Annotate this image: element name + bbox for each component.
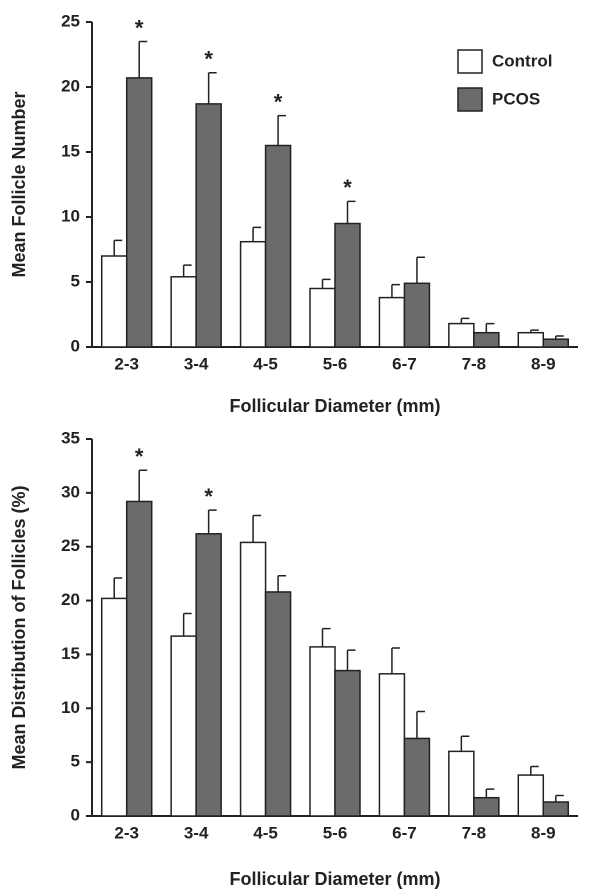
- bar: [517, 774, 545, 817]
- bar: [125, 500, 153, 817]
- error-bar: [252, 226, 262, 242]
- bar: [378, 296, 406, 348]
- error-bar: [555, 794, 564, 802]
- bar: [264, 591, 292, 817]
- x-tick-label: 6-7: [392, 354, 417, 373]
- bar: [170, 276, 197, 348]
- error-bar: [277, 114, 287, 146]
- bar: [125, 77, 153, 348]
- x-tick-label: 5-6: [323, 823, 348, 842]
- bar: [334, 669, 361, 817]
- y-tick-label: 35: [61, 428, 80, 447]
- x-tick-label: 8-9: [531, 354, 556, 373]
- bar: [170, 635, 197, 817]
- x-axis-label: Follicular Diameter (mm): [229, 396, 440, 416]
- error-bar: [182, 612, 192, 637]
- bar: [378, 673, 406, 817]
- error-bar: [138, 40, 148, 78]
- x-tick-label: 7-8: [462, 354, 487, 373]
- x-tick-label: 2-3: [114, 354, 139, 373]
- x-tick-label: 5-6: [323, 354, 348, 373]
- error-bar: [485, 322, 495, 333]
- bar: [334, 222, 361, 348]
- y-tick-label: 5: [71, 752, 80, 771]
- error-bar: [346, 649, 356, 671]
- x-tick-label: 4-5: [253, 354, 278, 373]
- bar: [542, 801, 570, 817]
- significance-label: *: [204, 47, 213, 72]
- y-axis-label: Mean Distribution of Follicles (%): [9, 485, 29, 769]
- significance-label: *: [204, 484, 213, 509]
- error-bar: [138, 469, 148, 502]
- significance-label: *: [343, 175, 352, 200]
- y-tick-label: 25: [61, 536, 80, 555]
- error-bar: [460, 317, 470, 324]
- x-tick-label: 4-5: [253, 823, 278, 842]
- y-tick-label: 30: [61, 482, 80, 501]
- error-bar: [113, 577, 123, 599]
- significance-label: *: [274, 89, 283, 114]
- error-bar: [485, 788, 495, 798]
- bar: [403, 737, 431, 817]
- error-bar: [530, 765, 539, 776]
- x-tick-label: 2-3: [114, 823, 139, 842]
- error-bar: [321, 627, 331, 647]
- error-bar: [207, 71, 217, 104]
- error-bar: [252, 514, 262, 543]
- bar: [473, 796, 500, 817]
- error-bar: [460, 735, 470, 752]
- x-tick-label: 3-4: [184, 823, 209, 842]
- significance-label: *: [135, 15, 144, 40]
- bar: [100, 255, 128, 348]
- error-bar: [391, 647, 400, 674]
- significance-label: *: [135, 444, 144, 469]
- y-tick-label: 10: [61, 206, 80, 225]
- error-bar: [277, 575, 287, 592]
- bar: [542, 338, 570, 348]
- y-tick-label: 5: [71, 271, 80, 290]
- error-bar: [113, 239, 123, 256]
- y-tick-label: 10: [61, 698, 80, 717]
- y-tick-label: 20: [61, 590, 80, 609]
- error-bar: [416, 710, 425, 739]
- bar: [448, 322, 475, 348]
- bar: [473, 331, 500, 348]
- x-axis-label: Follicular Diameter (mm): [229, 869, 440, 889]
- bar: [195, 103, 222, 348]
- legend-label: Control: [492, 51, 552, 70]
- bar: [403, 282, 431, 348]
- bar: [239, 541, 267, 817]
- y-axis-label: Mean Follicle Number: [9, 91, 29, 277]
- error-bar: [391, 283, 400, 298]
- legend-swatch: [457, 87, 483, 112]
- x-tick-label: 6-7: [392, 823, 417, 842]
- error-bar: [530, 329, 539, 333]
- error-bar: [182, 264, 192, 277]
- y-tick-label: 20: [61, 76, 80, 95]
- y-tick-label: 0: [71, 805, 80, 824]
- y-tick-label: 15: [61, 141, 80, 160]
- x-tick-label: 7-8: [462, 823, 487, 842]
- y-tick-label: 25: [61, 11, 80, 30]
- bar: [195, 533, 222, 817]
- bar: [448, 750, 475, 817]
- legend-swatch: [457, 49, 483, 74]
- bar: [309, 646, 336, 817]
- y-tick-label: 0: [71, 336, 80, 355]
- x-tick-label: 3-4: [184, 354, 209, 373]
- error-bar: [346, 200, 356, 224]
- legend-label: PCOS: [492, 89, 540, 108]
- bar: [517, 331, 545, 348]
- error-bar: [555, 335, 564, 340]
- bar: [264, 144, 292, 348]
- error-bar: [207, 509, 217, 534]
- bar: [239, 240, 267, 348]
- error-bar: [321, 278, 331, 289]
- y-tick-label: 15: [61, 644, 80, 663]
- x-tick-label: 8-9: [531, 823, 556, 842]
- error-bar: [416, 256, 425, 284]
- bar: [309, 287, 336, 348]
- bar: [100, 597, 128, 817]
